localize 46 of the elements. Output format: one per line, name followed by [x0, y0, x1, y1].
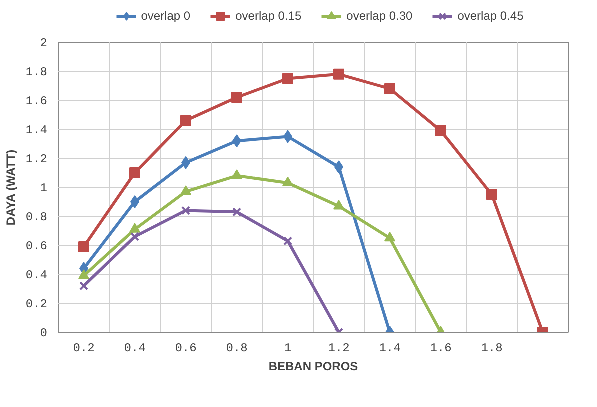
y-tick-label: 0.2	[26, 298, 48, 312]
y-tick-label: 2	[40, 36, 48, 50]
y-tick-label: 1	[40, 182, 48, 196]
x-tick-label: 1.8	[481, 342, 503, 356]
point	[130, 168, 140, 178]
point	[130, 232, 140, 242]
point	[180, 186, 192, 196]
legend-label: overlap 0.15	[236, 9, 302, 23]
y-axis-title: DAYA (WATT)	[4, 150, 18, 226]
x-tick-label: 1	[284, 342, 292, 356]
point	[180, 115, 192, 126]
x-axis-title: BEBAN POROS	[268, 360, 358, 374]
point	[78, 270, 90, 280]
point	[78, 241, 90, 252]
point	[283, 236, 293, 246]
y-tick-label: 0.6	[26, 240, 48, 254]
x-tick-label: 0.6	[175, 342, 197, 356]
point	[181, 206, 191, 216]
x-tick-label: 1.6	[430, 342, 452, 356]
point	[436, 125, 446, 136]
y-tick-label: 1.4	[26, 124, 48, 138]
point	[334, 200, 344, 210]
legend-label: overlap 0.30	[346, 9, 413, 23]
y-tick-label: 1.2	[26, 152, 48, 166]
x-tick-label: 0.8	[226, 342, 248, 356]
point	[130, 223, 140, 233]
x-tick-label: 0.2	[73, 342, 95, 356]
y-tick-label: 1.6	[26, 94, 48, 108]
point	[384, 232, 396, 242]
x-tick-label: 0.4	[124, 342, 146, 356]
point	[384, 83, 396, 94]
legend-label: overlap 0	[141, 9, 191, 23]
point	[232, 208, 242, 217]
point	[282, 73, 294, 84]
y-tick-label: 0	[40, 326, 48, 340]
point	[232, 92, 242, 104]
y-tick-label: 0.4	[26, 268, 48, 282]
point	[282, 176, 294, 187]
y-tick-label: 1.8	[26, 66, 48, 80]
x-tick-label: 1.2	[328, 342, 350, 356]
legend-label: overlap 0.45	[458, 9, 524, 23]
point	[486, 189, 498, 200]
y-tick-label: 0.8	[26, 210, 48, 224]
point	[232, 170, 242, 180]
x-tick-label: 1.4	[379, 342, 401, 356]
point	[334, 68, 344, 80]
